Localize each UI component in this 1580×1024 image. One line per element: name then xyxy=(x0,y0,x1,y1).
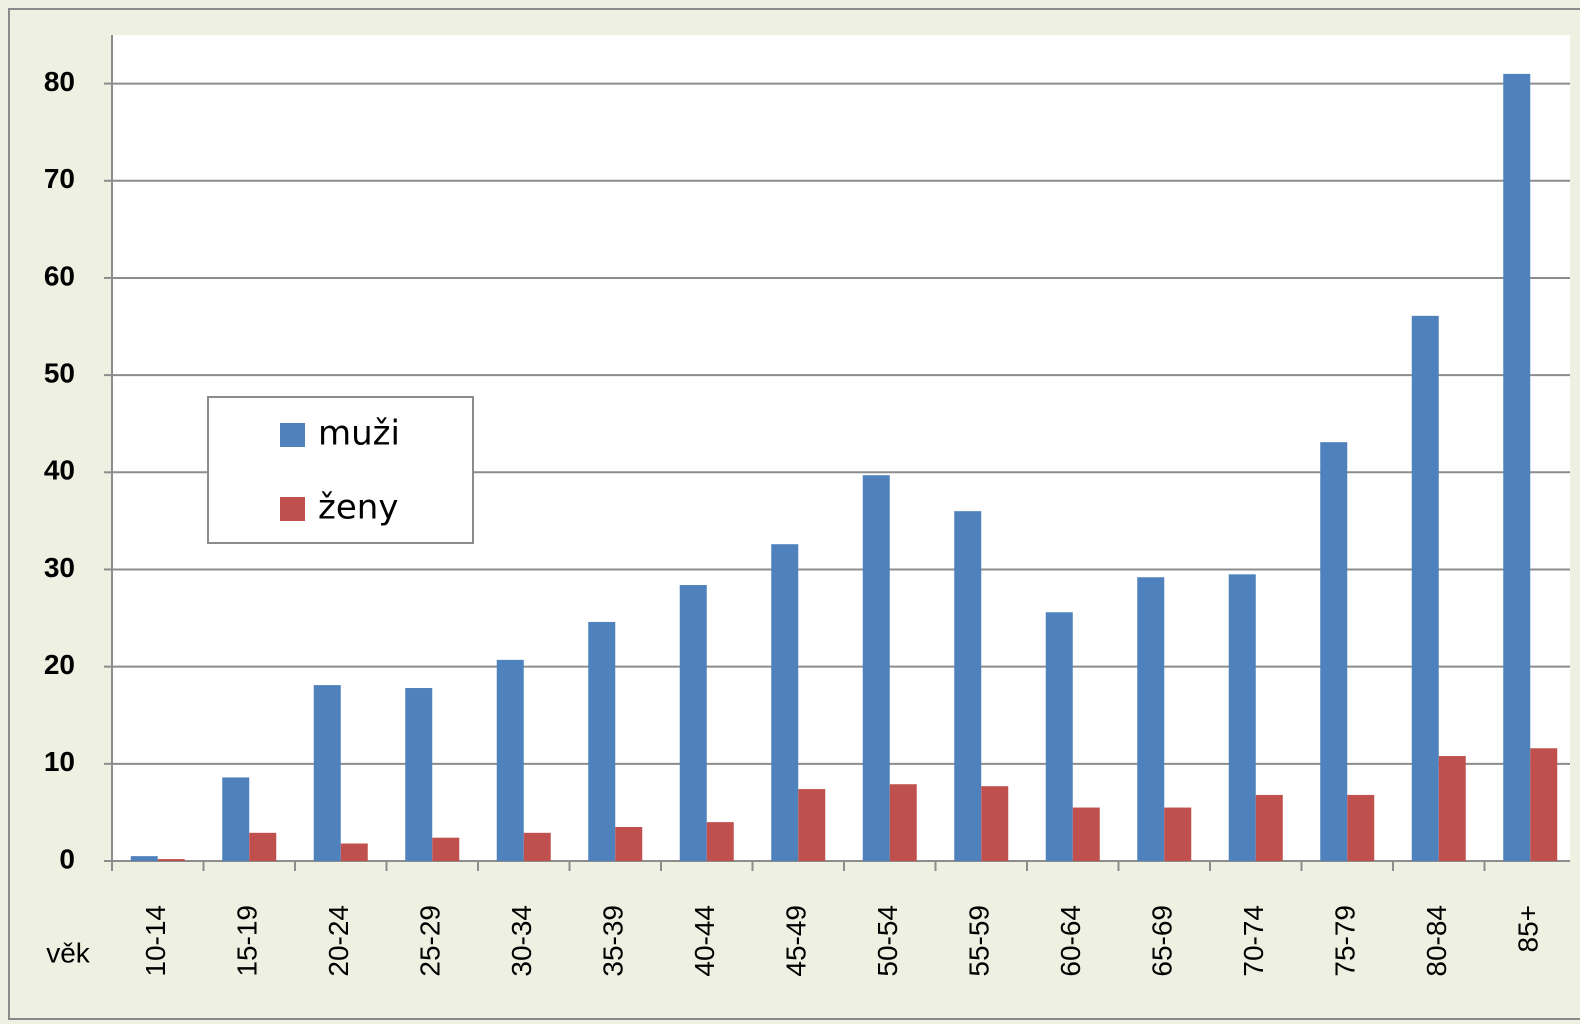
bar xyxy=(615,826,643,861)
legend-swatch xyxy=(280,497,305,521)
y-tick-label: 0 xyxy=(59,843,75,874)
bar xyxy=(1530,748,1558,861)
legend-label: ženy xyxy=(318,488,398,528)
y-tick-label: 40 xyxy=(44,455,75,486)
x-tick-label: 85+ xyxy=(1513,905,1544,953)
bar xyxy=(1164,807,1192,861)
x-tick-label: 20-24 xyxy=(323,905,354,977)
x-tick-label: 15-19 xyxy=(232,905,263,977)
y-tick-label: 30 xyxy=(44,552,75,583)
bar xyxy=(588,621,616,861)
x-tick-label: 35-39 xyxy=(598,905,629,977)
x-tick-label: 60-64 xyxy=(1055,905,1086,977)
bar xyxy=(405,688,433,861)
x-tick-label: 65-69 xyxy=(1147,905,1178,977)
x-tick-label: 50-54 xyxy=(872,905,903,977)
bar xyxy=(1137,577,1165,861)
bar xyxy=(1347,794,1375,861)
x-tick-label: 80-84 xyxy=(1421,905,1452,977)
x-tick-label: 10-14 xyxy=(140,905,171,977)
bar xyxy=(340,843,368,861)
bar xyxy=(249,832,277,861)
bar xyxy=(523,832,551,861)
y-tick-label: 70 xyxy=(44,163,75,194)
bar xyxy=(1072,807,1100,861)
y-tick-label: 10 xyxy=(44,746,75,777)
bar xyxy=(1228,574,1256,861)
bar xyxy=(679,585,707,861)
bar xyxy=(1411,315,1439,862)
bar xyxy=(496,659,524,861)
bar xyxy=(157,859,185,861)
y-tick-label: 80 xyxy=(44,66,75,97)
bar xyxy=(432,837,460,861)
y-tick-label: 50 xyxy=(44,358,75,389)
legend-swatch xyxy=(280,423,305,447)
bar xyxy=(981,786,1009,861)
y-tick-label: 60 xyxy=(44,260,75,291)
bar xyxy=(798,789,826,861)
bar xyxy=(130,856,158,861)
x-tick-label: 70-74 xyxy=(1238,905,1269,977)
bar xyxy=(1045,612,1073,861)
legend-box xyxy=(207,396,474,544)
x-tick-label: 40-44 xyxy=(689,905,720,977)
bar xyxy=(1503,73,1531,861)
x-tick-label: 30-34 xyxy=(506,905,537,977)
y-tick-label: 20 xyxy=(44,649,75,680)
bar xyxy=(313,685,341,861)
x-tick-label: 55-59 xyxy=(964,905,995,977)
bar xyxy=(222,777,250,861)
x-tick-label: 75-79 xyxy=(1330,905,1361,977)
bar xyxy=(1438,756,1466,861)
legend-label: muži xyxy=(318,414,400,454)
bar xyxy=(1255,794,1283,861)
bar xyxy=(1320,442,1348,861)
x-axis-label: věk xyxy=(46,937,91,968)
bar xyxy=(889,784,917,861)
bar xyxy=(862,475,890,861)
bar xyxy=(771,544,799,861)
bar xyxy=(954,511,982,861)
x-tick-label: 45-49 xyxy=(781,905,812,977)
bar xyxy=(706,822,734,861)
x-tick-label: 25-29 xyxy=(415,905,446,977)
